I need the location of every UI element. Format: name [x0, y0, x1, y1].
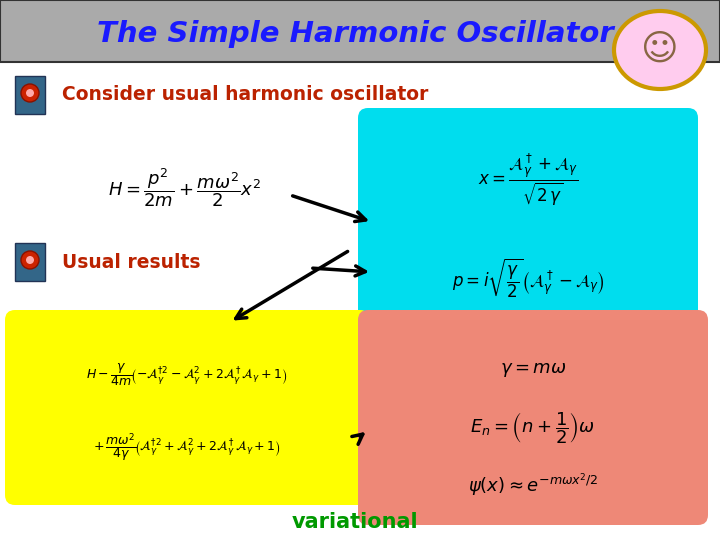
FancyBboxPatch shape — [0, 0, 720, 62]
Text: $H = \dfrac{p^2}{2m} + \dfrac{m\omega^2}{2}x^2$: $H = \dfrac{p^2}{2m} + \dfrac{m\omega^2}… — [109, 167, 261, 210]
FancyBboxPatch shape — [358, 310, 708, 525]
Text: variational: variational — [292, 512, 418, 532]
Text: The Simple Harmonic Oscillator: The Simple Harmonic Oscillator — [96, 20, 613, 48]
FancyBboxPatch shape — [15, 243, 45, 281]
Circle shape — [26, 89, 34, 97]
FancyBboxPatch shape — [358, 108, 698, 338]
Text: $\gamma = m\omega$: $\gamma = m\omega$ — [500, 361, 567, 379]
Text: Consider usual harmonic oscillator: Consider usual harmonic oscillator — [62, 85, 428, 105]
FancyBboxPatch shape — [15, 76, 45, 114]
Circle shape — [26, 256, 34, 264]
Circle shape — [21, 84, 39, 102]
FancyBboxPatch shape — [5, 310, 370, 505]
Circle shape — [21, 251, 39, 269]
Text: $\psi(x) \approx e^{-m\omega x^2/2}$: $\psi(x) \approx e^{-m\omega x^2/2}$ — [468, 471, 598, 499]
Text: $\mathit{H} - \dfrac{\gamma}{4m}\!\left(-\mathcal{A}^{\dagger 2}_\gamma - \mathc: $\mathit{H} - \dfrac{\gamma}{4m}\!\left(… — [86, 362, 288, 388]
Text: $p = i\sqrt{\dfrac{\gamma}{2}}\left(\mathcal{A}^\dagger_\gamma - \mathcal{A}_\ga: $p = i\sqrt{\dfrac{\gamma}{2}}\left(\mat… — [451, 256, 605, 300]
Text: $x = \dfrac{\mathcal{A}^\dagger_\gamma + \mathcal{A}_\gamma}{\sqrt{2\,\gamma}}$: $x = \dfrac{\mathcal{A}^\dagger_\gamma +… — [478, 152, 578, 208]
Text: ☺: ☺ — [642, 33, 679, 67]
Text: $E_n = \left(n + \dfrac{1}{2}\right)\omega$: $E_n = \left(n + \dfrac{1}{2}\right)\ome… — [470, 410, 595, 446]
Text: Usual results: Usual results — [62, 253, 200, 272]
Text: $+\,\dfrac{m\omega^2}{4\gamma}\!\left(\mathcal{A}^{\dagger 2}_\gamma + \mathcal{: $+\,\dfrac{m\omega^2}{4\gamma}\!\left(\m… — [93, 432, 281, 464]
Ellipse shape — [614, 11, 706, 89]
